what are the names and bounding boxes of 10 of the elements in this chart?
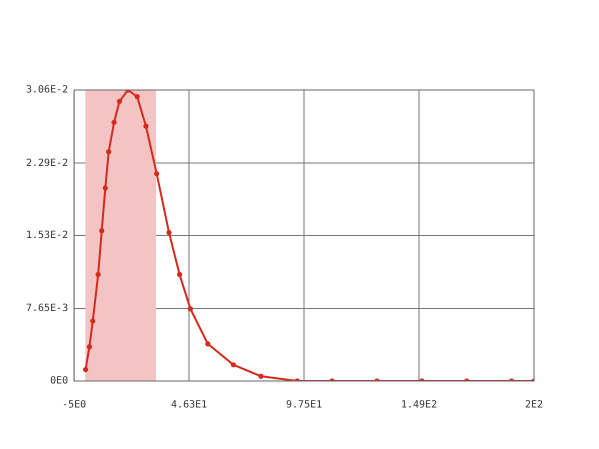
- y-tick-label: 7.65E-3: [26, 302, 68, 314]
- x-tick-label: 1.49E2: [400, 400, 438, 411]
- x-tick-label: 9.75E1: [286, 400, 322, 411]
- x-tick-label: 4.63E1: [171, 400, 208, 411]
- y-tick-label: 3.06E-2: [26, 84, 68, 96]
- y-tick-label: 2.29E-2: [26, 158, 68, 169]
- y-tick-label: 1.53E-2: [26, 230, 68, 242]
- x-tick-label: -5E0: [62, 400, 86, 411]
- y-tick-label: 0E0: [50, 376, 68, 387]
- x-tick-label: 2E2: [524, 400, 544, 411]
